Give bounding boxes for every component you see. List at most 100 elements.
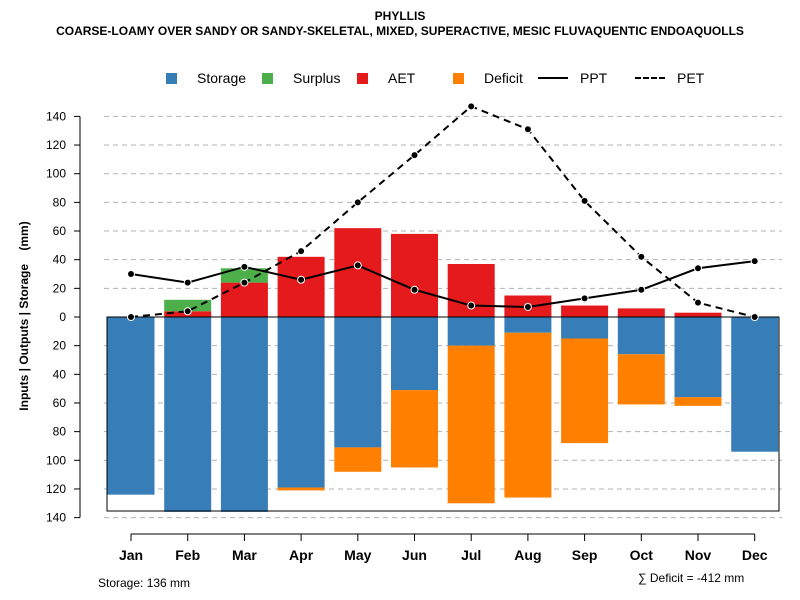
pet-point xyxy=(127,313,135,321)
legend-label-surplus: Surplus xyxy=(293,70,341,86)
bar-deficit xyxy=(447,345,495,504)
bar-aet xyxy=(391,233,438,317)
pet-point xyxy=(580,196,589,205)
pet-point xyxy=(523,125,532,134)
y-tick-label: 40 xyxy=(53,367,67,381)
legend-item-aet: AET xyxy=(357,70,415,86)
bar-deficit xyxy=(504,332,552,498)
x-tick-label-feb: Feb xyxy=(175,547,200,563)
ppt-point xyxy=(297,275,306,284)
ppt-point xyxy=(127,270,135,279)
bar-storage xyxy=(617,317,665,355)
ppt-point xyxy=(637,285,646,294)
y-tick-label: 100 xyxy=(46,453,66,467)
bar-storage xyxy=(334,317,382,448)
pet-point xyxy=(750,313,759,321)
x-tick-label-nov: Nov xyxy=(685,547,712,563)
chart-subtitle: COARSE-LOAMY OVER SANDY OR SANDY-SKELETA… xyxy=(56,24,744,38)
bar-storage xyxy=(731,317,779,452)
bar-storage xyxy=(447,317,495,346)
y-tick-label: 40 xyxy=(53,253,67,267)
bar-storage xyxy=(674,317,722,398)
y-tick-label: 20 xyxy=(53,281,67,295)
legend-swatch-storage xyxy=(166,72,177,84)
x-tick-label-may: May xyxy=(344,547,371,563)
ppt-point xyxy=(410,285,419,294)
pet-point xyxy=(353,198,362,207)
ppt-line xyxy=(130,260,755,308)
bar-aet xyxy=(561,305,609,317)
pet-point xyxy=(694,298,702,307)
y-tick-label: 100 xyxy=(46,167,66,181)
bar-deficit xyxy=(391,390,438,468)
bar-aet xyxy=(674,312,722,317)
y-tick-label: 20 xyxy=(53,339,67,353)
legend-swatch-aet xyxy=(357,72,368,84)
legend-item-pet: PET xyxy=(635,70,704,86)
y-tick-label: 60 xyxy=(53,224,67,238)
pet-point xyxy=(183,307,192,316)
legend-item-storage: Storage xyxy=(166,70,246,86)
legend-swatch-deficit xyxy=(453,72,464,84)
x-tick-label-jul: Jul xyxy=(461,547,481,563)
y-tick-label: 0 xyxy=(59,310,66,324)
bar-deficit xyxy=(561,338,609,444)
storage-note: Storage: 136 mm xyxy=(98,576,191,590)
bar-aet xyxy=(277,256,325,317)
bar-aet xyxy=(220,282,268,317)
legend-item-ppt: PPT xyxy=(538,70,607,86)
legend-item-deficit: Deficit xyxy=(453,70,523,86)
bar-surplus xyxy=(164,299,212,312)
ppt-point xyxy=(750,257,759,266)
ppt-point xyxy=(694,264,702,273)
x-tick-label-apr: Apr xyxy=(289,547,314,563)
legend-swatch-surplus xyxy=(262,72,273,84)
legend-label-ppt: PPT xyxy=(580,70,608,86)
x-tick-label-jan: Jan xyxy=(119,547,143,563)
bar-storage xyxy=(107,317,155,495)
pet-point xyxy=(297,247,306,256)
bar-storage xyxy=(561,317,609,339)
x-tick-label-aug: Aug xyxy=(514,547,541,563)
deficit-note: ∑ Deficit = -412 mm xyxy=(638,571,745,585)
legend-label-pet: PET xyxy=(677,70,705,86)
pet-point xyxy=(410,151,419,160)
bar-storage xyxy=(391,317,438,391)
legend-item-surplus: Surplus xyxy=(262,70,340,86)
y-tick-label: 80 xyxy=(53,425,67,439)
y-tick-label: 120 xyxy=(46,138,66,152)
x-tick-label-sep: Sep xyxy=(572,547,598,563)
legend-line-ppt xyxy=(538,77,568,79)
legend-line-pet xyxy=(635,77,665,79)
bar-storage xyxy=(164,317,212,512)
y-tick-label: 80 xyxy=(53,195,67,209)
bar-deficit xyxy=(334,447,382,472)
bar-storage xyxy=(277,317,325,488)
bar-storage xyxy=(220,317,268,512)
legend-label-storage: Storage xyxy=(197,70,247,86)
pet-point xyxy=(467,102,476,111)
x-tick-label-mar: Mar xyxy=(232,547,257,563)
x-tick-label-dec: Dec xyxy=(742,547,768,563)
bar-surplus xyxy=(220,268,268,283)
bar-storage xyxy=(504,317,552,333)
y-tick-label: 140 xyxy=(46,511,66,525)
ppt-point xyxy=(240,262,249,271)
chart-title: PHYLLIS xyxy=(374,9,426,23)
y-tick-label: 140 xyxy=(46,109,66,123)
y-tick-label: 120 xyxy=(46,482,66,496)
ppt-point xyxy=(467,301,476,310)
ppt-point xyxy=(580,294,589,303)
x-tick-label-jun: Jun xyxy=(402,547,427,563)
bar-deficit xyxy=(277,487,325,491)
x-tick-label-oct: Oct xyxy=(630,547,654,563)
bar-deficit xyxy=(674,397,722,406)
pet-point xyxy=(240,278,249,287)
bar-aet xyxy=(617,308,665,317)
ppt-point xyxy=(523,302,532,311)
ppt-point xyxy=(353,261,362,270)
pet-point xyxy=(637,252,646,261)
ppt-point xyxy=(183,278,192,287)
y-tick-label: 60 xyxy=(53,396,67,410)
